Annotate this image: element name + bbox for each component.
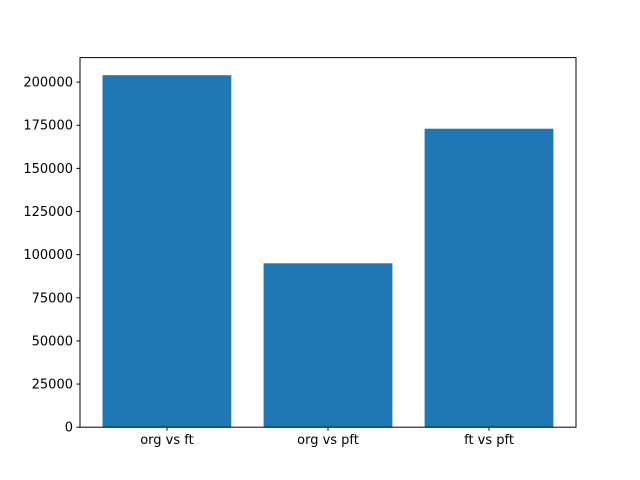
bar	[424, 128, 554, 428]
x-tick-label: org vs pft	[297, 433, 359, 448]
bar	[102, 75, 232, 428]
y-tick-label: 125000	[23, 205, 73, 220]
y-tick-label: 50000	[32, 334, 73, 349]
y-tick-label: 75000	[32, 291, 73, 306]
y-tick-label: 175000	[23, 119, 73, 134]
y-tick-label: 100000	[23, 248, 73, 263]
y-tick-label: 200000	[23, 76, 73, 91]
y-tick-label: 150000	[23, 162, 73, 177]
plot-frame	[79, 57, 577, 428]
y-tick-label: 25000	[32, 378, 73, 393]
bar	[263, 263, 393, 428]
x-tick-label: org vs ft	[140, 433, 194, 448]
x-tick-label: ft vs pft	[464, 433, 514, 448]
y-tick-label: 0	[65, 421, 73, 436]
